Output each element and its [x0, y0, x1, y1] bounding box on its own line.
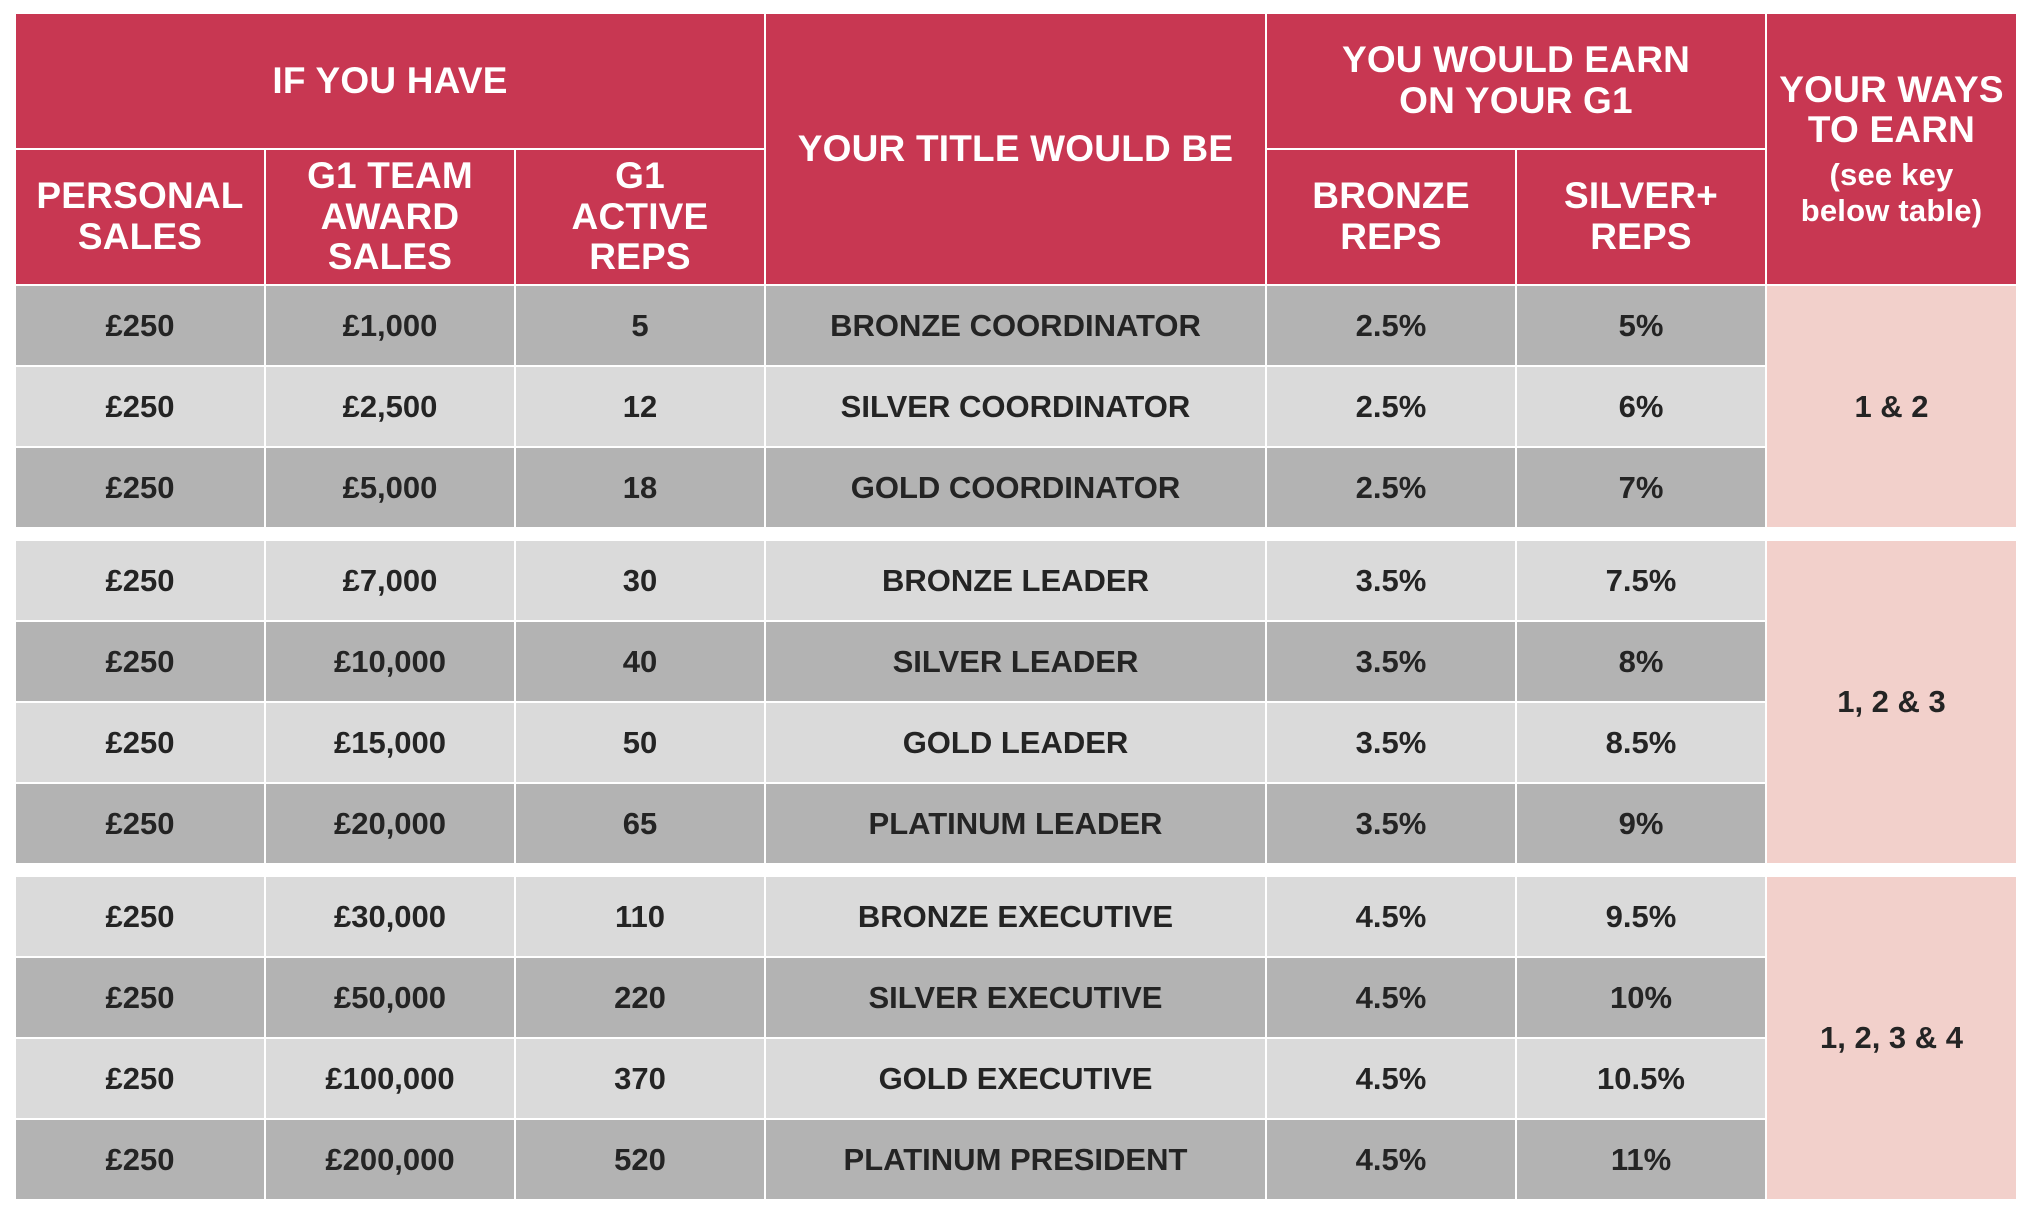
- silver-rate-cell: 8.5%: [1517, 703, 1765, 782]
- team-sales-cell: £30,000: [266, 877, 514, 956]
- bronze-rate-cell: 4.5%: [1267, 877, 1515, 956]
- silver-rate-cell: 10.5%: [1517, 1039, 1765, 1118]
- bronze-reps-header-line: REPS: [1340, 216, 1442, 257]
- active-reps-cell: 40: [516, 622, 764, 701]
- silver-rate-cell: 11%: [1517, 1120, 1765, 1199]
- bronze-rate-cell: 2.5%: [1267, 448, 1515, 527]
- bronze-rate-cell: 3.5%: [1267, 622, 1515, 701]
- bronze-rate-cell: 4.5%: [1267, 1120, 1515, 1199]
- ways-to-earn-cell: 1, 2 & 3: [1767, 541, 2016, 863]
- silver-rate-cell: 10%: [1517, 958, 1765, 1037]
- title-cell: SILVER LEADER: [766, 622, 1265, 701]
- active-reps-header-line: ACTIVE REPS: [571, 195, 709, 278]
- title-cell: PLATINUM PRESIDENT: [766, 1120, 1265, 1199]
- title-cell: BRONZE LEADER: [766, 541, 1265, 620]
- team-sales-header-line: G1 TEAM: [307, 154, 473, 196]
- ways-to-earn-title: YOUR WAYS TO EARN: [1779, 68, 2004, 151]
- earn-header-line: YOU WOULD EARN: [1341, 39, 1691, 81]
- personal-sales-cell: £250: [16, 448, 264, 527]
- silver-rate-cell: 6%: [1517, 367, 1765, 446]
- personal-sales-cell: £250: [16, 1120, 264, 1199]
- bronze-reps-header-line: BRONZE: [1312, 175, 1470, 217]
- ways-to-earn-header: YOUR WAYS TO EARN (see key below table): [1767, 14, 2016, 284]
- active-reps-cell: 50: [516, 703, 764, 782]
- active-reps-cell: 65: [516, 784, 764, 863]
- silver-rate-cell: 7%: [1517, 448, 1765, 527]
- title-cell: BRONZE COORDINATOR: [766, 286, 1265, 365]
- personal-sales-cell: £250: [16, 622, 264, 701]
- bronze-rate-cell: 4.5%: [1267, 958, 1515, 1037]
- bronze-rate-cell: 3.5%: [1267, 703, 1515, 782]
- title-header: YOUR TITLE WOULD BE: [766, 14, 1265, 284]
- ways-to-earn-note: (see key below table): [1801, 157, 1983, 228]
- ways-to-earn-cell: 1 & 2: [1767, 286, 2016, 527]
- silver-rate-cell: 5%: [1517, 286, 1765, 365]
- silver-reps-header-line: REPS: [1590, 216, 1692, 257]
- title-cell: GOLD COORDINATOR: [766, 448, 1265, 527]
- team-sales-header-line: SALES: [327, 236, 453, 278]
- personal-sales-header-line: SALES: [77, 216, 203, 257]
- bronze-rate-cell: 3.5%: [1267, 784, 1515, 863]
- team-sales-cell: £7,000: [266, 541, 514, 620]
- personal-sales-cell: £250: [16, 703, 264, 782]
- ways-to-earn-line: YOUR WAYS: [1779, 68, 2004, 110]
- silver-rate-cell: 8%: [1517, 622, 1765, 701]
- active-reps-cell: 12: [516, 367, 764, 446]
- silver-rate-cell: 9.5%: [1517, 877, 1765, 956]
- personal-sales-header-line: PERSONAL: [36, 175, 244, 217]
- bronze-rate-cell: 2.5%: [1267, 367, 1515, 446]
- team-sales-cell: £1,000: [266, 286, 514, 365]
- ways-note-line: below table): [1800, 192, 1983, 228]
- bronze-rate-cell: 2.5%: [1267, 286, 1515, 365]
- title-cell: GOLD EXECUTIVE: [766, 1039, 1265, 1118]
- silver-rate-cell: 7.5%: [1517, 541, 1765, 620]
- team-sales-cell: £50,000: [266, 958, 514, 1037]
- active-reps-cell: 370: [516, 1039, 764, 1118]
- title-cell: SILVER COORDINATOR: [766, 367, 1265, 446]
- earn-header-line: ON YOUR G1: [1399, 80, 1633, 121]
- team-sales-header: G1 TEAM AWARD SALES: [266, 150, 514, 284]
- active-reps-cell: 520: [516, 1120, 764, 1199]
- team-sales-cell: £15,000: [266, 703, 514, 782]
- bronze-rate-cell: 4.5%: [1267, 1039, 1515, 1118]
- team-sales-header-line: AWARD: [320, 195, 460, 237]
- active-reps-cell: 18: [516, 448, 764, 527]
- active-reps-cell: 30: [516, 541, 764, 620]
- personal-sales-header: PERSONAL SALES: [16, 150, 264, 284]
- active-reps-cell: 220: [516, 958, 764, 1037]
- if-you-have-header: IF YOU HAVE: [16, 14, 764, 148]
- team-sales-cell: £100,000: [266, 1039, 514, 1118]
- personal-sales-cell: £250: [16, 1039, 264, 1118]
- active-reps-header-line: G1: [615, 154, 665, 196]
- active-reps-cell: 110: [516, 877, 764, 956]
- silver-reps-header-line: SILVER+: [1564, 175, 1718, 217]
- active-reps-cell: 5: [516, 286, 764, 365]
- team-sales-cell: £200,000: [266, 1120, 514, 1199]
- personal-sales-cell: £250: [16, 958, 264, 1037]
- team-sales-cell: £10,000: [266, 622, 514, 701]
- bronze-rate-cell: 3.5%: [1267, 541, 1515, 620]
- title-cell: GOLD LEADER: [766, 703, 1265, 782]
- title-cell: BRONZE EXECUTIVE: [766, 877, 1265, 956]
- team-sales-cell: £5,000: [266, 448, 514, 527]
- team-sales-cell: £2,500: [266, 367, 514, 446]
- title-cell: SILVER EXECUTIVE: [766, 958, 1265, 1037]
- ways-to-earn-line: TO EARN: [1807, 109, 1976, 151]
- active-reps-header: G1 ACTIVE REPS: [516, 150, 764, 284]
- ways-to-earn-cell: 1, 2, 3 & 4: [1767, 877, 2016, 1199]
- personal-sales-cell: £250: [16, 541, 264, 620]
- title-cell: PLATINUM LEADER: [766, 784, 1265, 863]
- silver-reps-header: SILVER+ REPS: [1517, 150, 1765, 284]
- personal-sales-cell: £250: [16, 286, 264, 365]
- bronze-reps-header: BRONZE REPS: [1267, 150, 1515, 284]
- earn-header: YOU WOULD EARN ON YOUR G1: [1267, 14, 1765, 148]
- silver-rate-cell: 9%: [1517, 784, 1765, 863]
- personal-sales-cell: £250: [16, 877, 264, 956]
- personal-sales-cell: £250: [16, 367, 264, 446]
- personal-sales-cell: £250: [16, 784, 264, 863]
- ways-note-line: (see key: [1829, 157, 1954, 193]
- team-sales-cell: £20,000: [266, 784, 514, 863]
